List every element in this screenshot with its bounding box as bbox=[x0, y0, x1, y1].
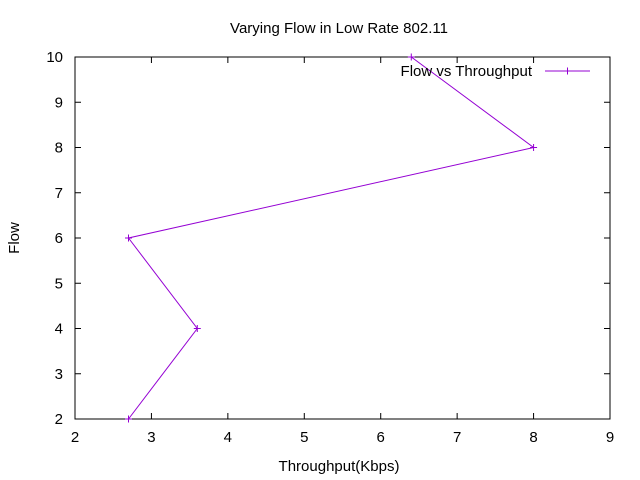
legend: Flow vs Throughput bbox=[401, 63, 590, 80]
chart-title: Varying Flow in Low Rate 802.11 bbox=[230, 20, 448, 37]
plot-area-border bbox=[74, 56, 611, 420]
y-tick-label: 8 bbox=[55, 140, 63, 157]
series-layer bbox=[125, 53, 538, 423]
x-tick-label: 3 bbox=[147, 429, 155, 446]
x-tick-label: 5 bbox=[300, 429, 308, 446]
x-tick-label: 7 bbox=[453, 429, 461, 446]
x-axis: 2 3 4 5 6 7 8 9 bbox=[71, 57, 614, 446]
x-tick-label: 9 bbox=[606, 429, 614, 446]
y-tick-label: 10 bbox=[46, 49, 63, 66]
legend-marker bbox=[564, 67, 571, 75]
y-tick-label: 4 bbox=[55, 321, 63, 338]
data-point bbox=[125, 415, 132, 423]
data-point bbox=[407, 53, 415, 61]
data-point bbox=[125, 234, 132, 242]
data-point bbox=[193, 325, 201, 332]
y-axis: 2 3 4 5 6 7 8 9 10 bbox=[46, 49, 610, 428]
y-tick-label: 2 bbox=[55, 411, 63, 428]
y-tick-label: 3 bbox=[55, 366, 63, 383]
x-axis-label: Throughput(Kbps) bbox=[279, 458, 400, 475]
x-tick-label: 6 bbox=[377, 429, 385, 446]
y-tick-label: 5 bbox=[55, 275, 63, 292]
y-tick-label: 7 bbox=[55, 185, 63, 202]
x-tick-label: 4 bbox=[224, 429, 232, 446]
legend-label: Flow vs Throughput bbox=[401, 63, 533, 80]
x-tick-label: 8 bbox=[529, 429, 537, 446]
x-tick-label: 2 bbox=[71, 429, 79, 446]
y-tick-label: 9 bbox=[55, 94, 63, 111]
data-point bbox=[530, 144, 538, 151]
series-line bbox=[127, 56, 535, 420]
y-axis-label: Flow bbox=[6, 222, 23, 254]
y-tick-label: 6 bbox=[55, 230, 63, 247]
